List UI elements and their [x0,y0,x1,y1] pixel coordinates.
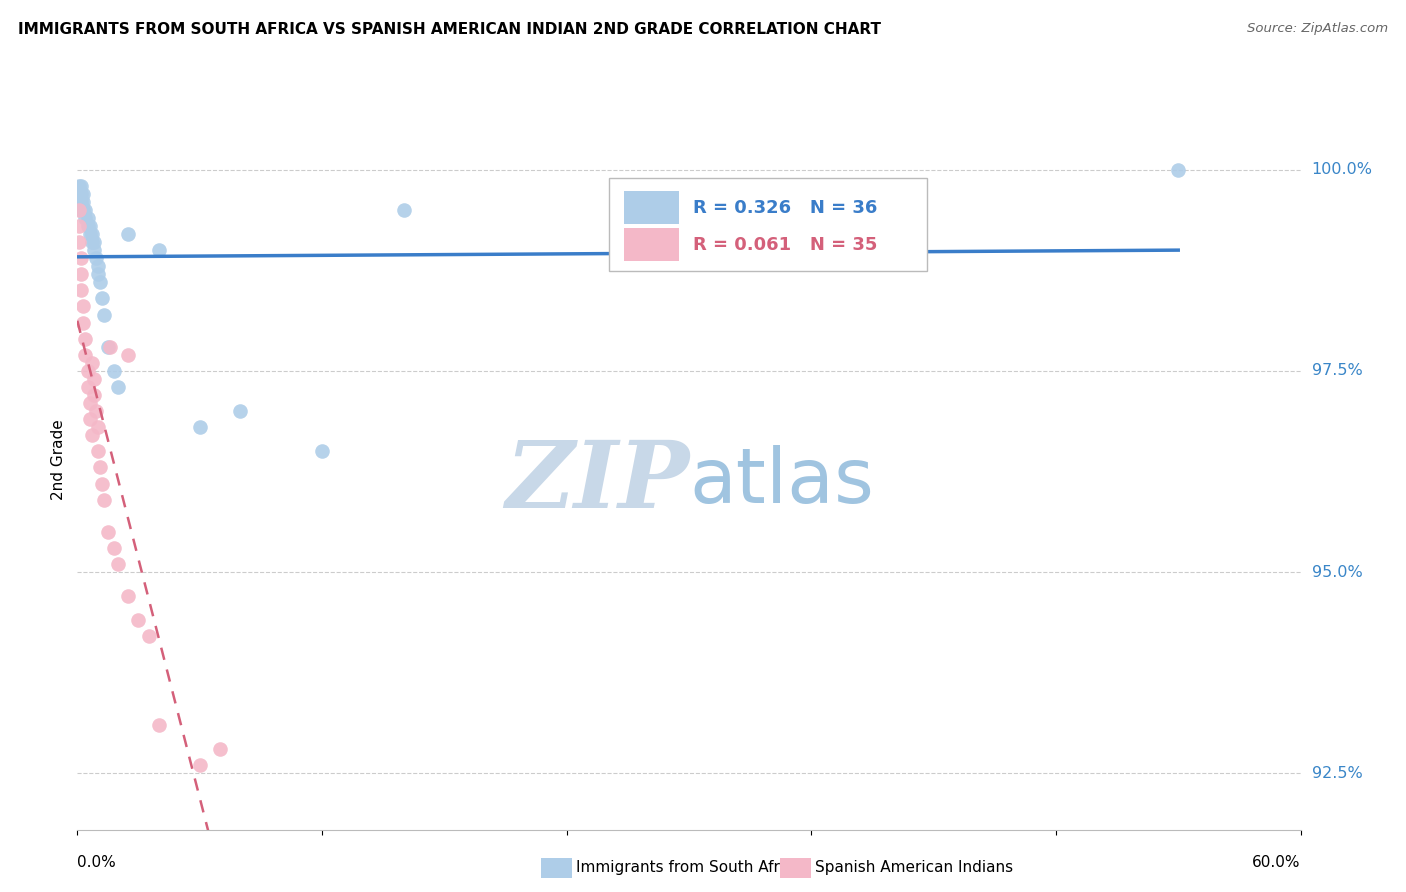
Point [67,202,90,217]
Point [70,268,93,282]
Text: Source: ZipAtlas.com: Source: ZipAtlas.com [1247,22,1388,36]
Point [87,259,110,273]
Text: ZIP: ZIP [505,436,689,526]
Point [84,251,107,265]
Point [79,219,101,233]
Point [117,589,139,603]
Point [89,276,111,290]
Point [75,211,97,225]
Point [67,235,90,249]
Point [188,758,211,772]
Point [70,194,93,209]
Point [83,372,105,386]
Text: Immigrants from South Africa: Immigrants from South Africa [576,861,803,875]
Y-axis label: 2nd Grade: 2nd Grade [51,419,66,500]
Point [107,557,129,571]
Point [83,388,105,402]
FancyBboxPatch shape [609,178,928,270]
Point [311,444,333,458]
Point [392,202,415,217]
Point [87,420,110,434]
Point [87,268,110,282]
Text: 60.0%: 60.0% [1253,855,1301,870]
Point [138,629,160,643]
Point [148,718,170,732]
Point [80,428,103,442]
Point [83,243,105,257]
Point [127,613,149,627]
Point [229,404,252,418]
Text: 92.5%: 92.5% [1312,765,1362,780]
Point [72,202,94,217]
Point [117,227,139,241]
Point [83,235,105,249]
Text: R = 0.326   N = 36: R = 0.326 N = 36 [693,199,877,217]
Point [67,219,90,233]
Point [70,284,93,298]
Point [93,308,115,322]
Point [80,235,103,249]
Text: 95.0%: 95.0% [1312,565,1362,580]
Point [79,227,101,241]
Point [72,186,94,201]
Point [70,186,93,201]
Point [87,444,110,458]
Point [70,178,93,193]
Point [97,524,120,539]
Text: R = 0.061   N = 35: R = 0.061 N = 35 [693,235,877,253]
Text: Spanish American Indians: Spanish American Indians [815,861,1014,875]
Point [70,251,93,265]
Point [76,380,98,394]
Point [72,300,94,314]
Point [79,396,101,410]
Point [188,420,211,434]
Point [90,292,112,306]
Text: IMMIGRANTS FROM SOUTH AFRICA VS SPANISH AMERICAN INDIAN 2ND GRADE CORRELATION CH: IMMIGRANTS FROM SOUTH AFRICA VS SPANISH … [18,22,882,37]
Point [148,243,170,257]
Point [93,492,115,507]
FancyBboxPatch shape [624,191,679,224]
Point [89,460,111,475]
Point [84,404,107,418]
Point [70,202,93,217]
Point [90,476,112,491]
Point [76,219,98,233]
Point [67,194,90,209]
Point [67,186,90,201]
Point [107,380,129,394]
Point [80,227,103,241]
Text: 97.5%: 97.5% [1312,363,1362,378]
Point [72,194,94,209]
Point [75,348,97,362]
Point [103,541,125,555]
FancyBboxPatch shape [624,228,679,261]
Point [98,340,121,354]
Point [208,742,231,756]
Text: atlas: atlas [689,444,873,518]
Point [103,364,125,378]
Text: 0.0%: 0.0% [77,855,117,870]
Point [76,364,98,378]
Point [76,211,98,225]
Point [75,202,97,217]
Point [1167,162,1189,177]
Point [97,340,120,354]
Point [117,348,139,362]
Point [72,316,94,330]
Point [80,356,103,370]
Point [79,412,101,426]
Point [67,178,90,193]
Point [75,332,97,346]
Text: 100.0%: 100.0% [1312,162,1372,178]
